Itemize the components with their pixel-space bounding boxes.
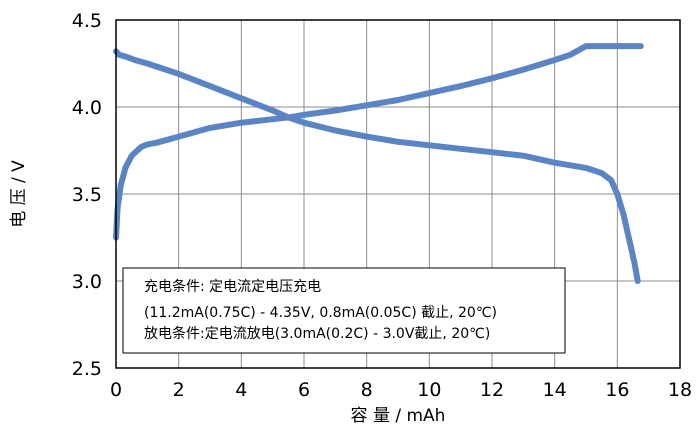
- annotation-line-charge-condition: 充电条件: 定电流定电压充电: [144, 278, 321, 295]
- y-tick-label: 2.5: [72, 358, 102, 380]
- charge-curve: [113, 43, 644, 241]
- annotation-line-discharge-condition: 放电条件:定电流放电(3.0mA(0.2C) - 3.0V截止, 20℃): [144, 325, 490, 342]
- x-tick-label: 10: [417, 379, 441, 401]
- annotation-box: [122, 267, 566, 354]
- x-axis-title: 容 量 / mAh: [351, 406, 446, 426]
- x-axis-ticks: 0 2 4 6 8 10 12 14 16 18: [110, 379, 692, 401]
- discharge-curve: [113, 48, 641, 284]
- y-tick-label: 4.0: [72, 97, 102, 119]
- plot-frame: [115, 19, 681, 369]
- x-tick-label: 12: [480, 379, 504, 401]
- conditions-annotation: 充电条件: 定电流定电压充电 (11.2mA(0.75C) - 4.35V, 0…: [122, 267, 566, 354]
- x-tick-label: 16: [605, 379, 629, 401]
- x-tick-label: 0: [110, 379, 122, 401]
- annotation-line-charge-detail: (11.2mA(0.75C) - 4.35V, 0.8mA(0.05C) 截止,…: [144, 305, 497, 321]
- x-tick-label: 2: [173, 379, 185, 401]
- y-axis-title: 电 压 / V: [9, 160, 29, 228]
- x-tick-label: 8: [361, 379, 373, 401]
- y-tick-label: 3.0: [72, 271, 102, 293]
- y-tick-label: 4.5: [72, 10, 102, 32]
- x-tick-label: 6: [298, 379, 310, 401]
- x-tick-label: 18: [668, 379, 692, 401]
- x-tick-label: 4: [235, 379, 247, 401]
- y-tick-label: 3.5: [72, 184, 102, 206]
- x-tick-label: 14: [543, 379, 567, 401]
- series-layer: [113, 43, 644, 284]
- y-axis-ticks: 2.5 3.0 3.5 4.0 4.5: [72, 10, 102, 380]
